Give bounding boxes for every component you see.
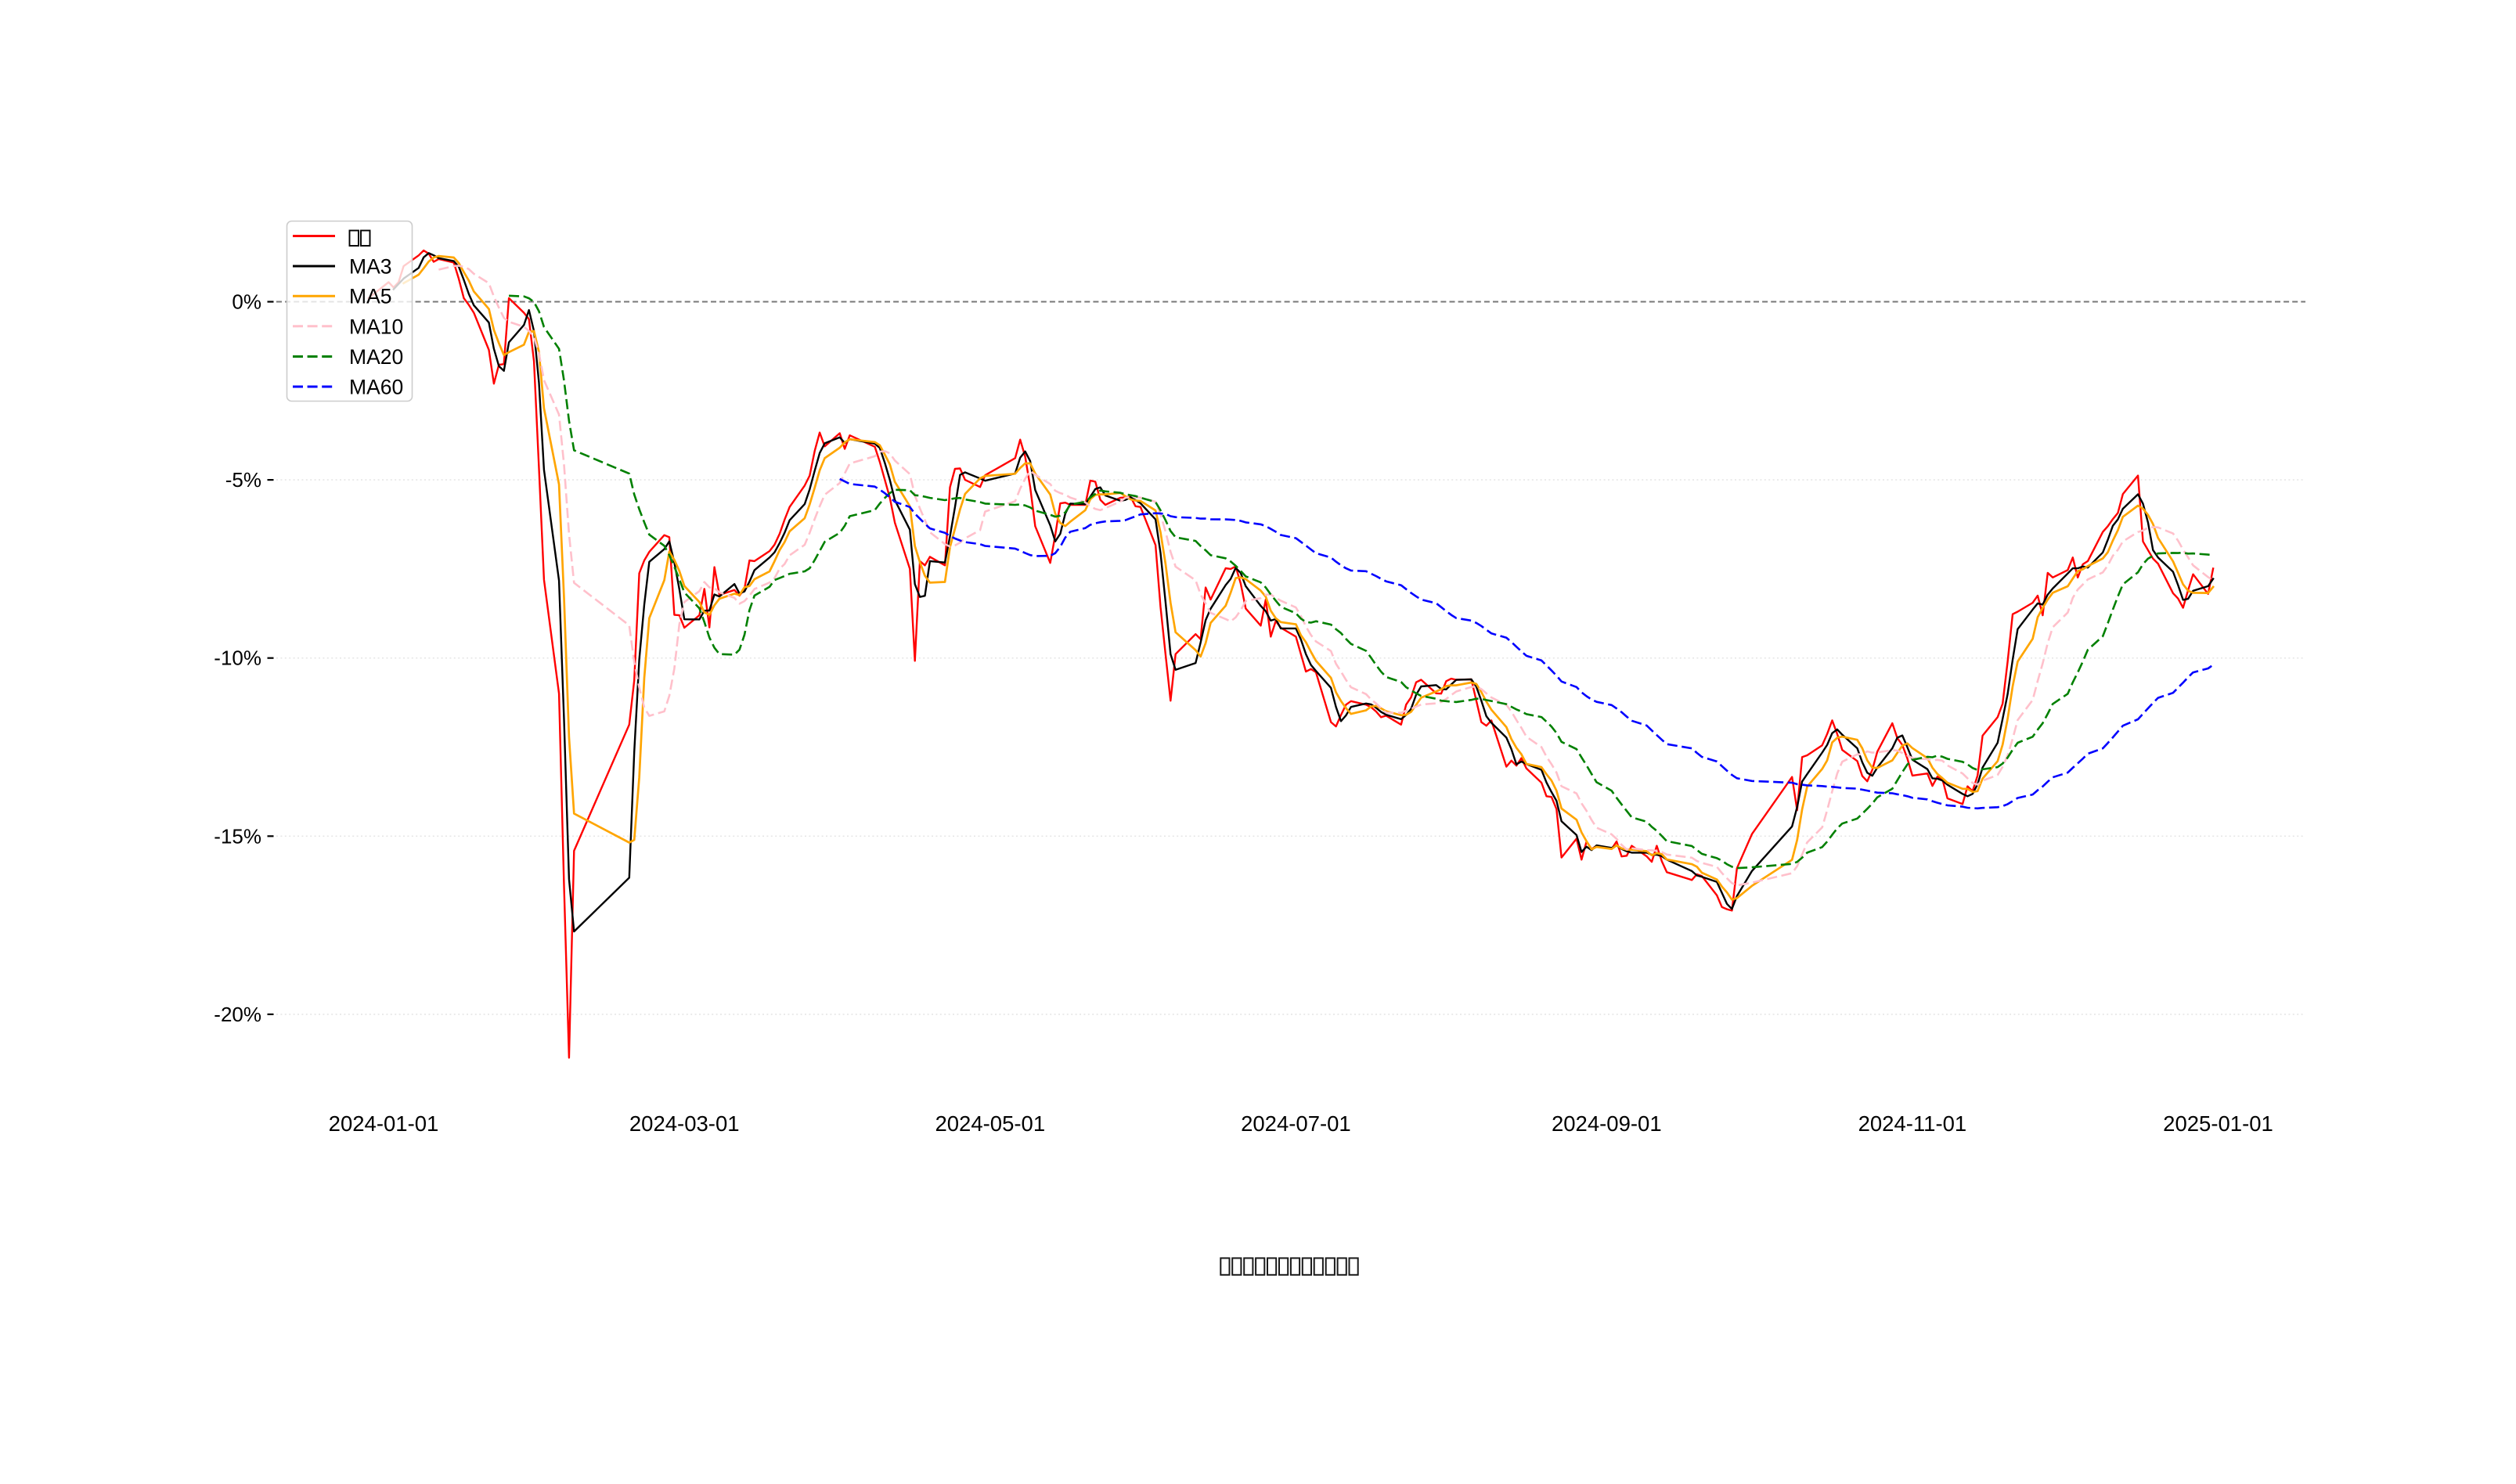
svg-text:-10%: -10% [214,647,261,670]
svg-text:2024-09-01: 2024-09-01 [1552,1111,1662,1136]
svg-text:MA3: MA3 [349,255,392,279]
svg-text:2024-11-01: 2024-11-01 [1858,1111,1967,1136]
svg-text:2024-05-01: 2024-05-01 [935,1111,1045,1136]
svg-text:2024-07-01: 2024-07-01 [1241,1111,1351,1136]
svg-text:2025-01-01: 2025-01-01 [2163,1111,2273,1136]
svg-text:-15%: -15% [214,824,261,848]
svg-text:MA60: MA60 [349,376,403,399]
svg-text:2024-01-01: 2024-01-01 [329,1111,439,1136]
svg-text:-20%: -20% [214,1003,261,1026]
svg-text:MA20: MA20 [349,345,403,369]
svg-text:0%: 0% [232,290,261,314]
svg-text:2024-03-01: 2024-03-01 [629,1111,740,1136]
svg-text:MA10: MA10 [349,315,403,338]
svg-text:-5%: -5% [225,468,261,492]
svg-text:MA5: MA5 [349,285,392,308]
